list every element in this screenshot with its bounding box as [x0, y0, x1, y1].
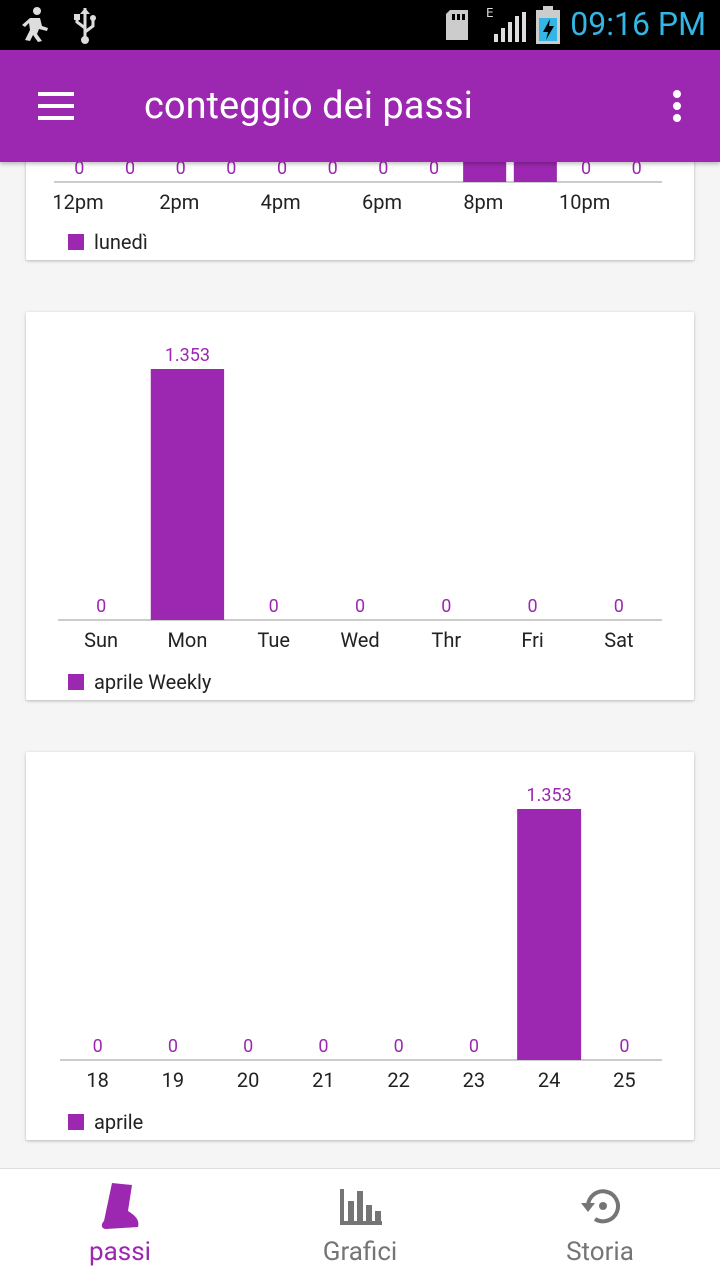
data-label: 0 [93, 1036, 103, 1057]
monthly-chart: 0 18 0 19 0 20 0 21 0 22 0 23 1.353 24 0 25 [60, 785, 662, 1092]
pedometer-notification-icon [22, 7, 48, 42]
nav-label: Grafici [322, 1237, 398, 1267]
status-bar: E 09:16 PM [0, 0, 720, 50]
data-label: 0 [441, 596, 451, 617]
data-label: 0 [632, 162, 642, 179]
tick-label: 24 [538, 1068, 560, 1092]
monthly-legend: aprile [68, 1110, 143, 1134]
tick-label: 25 [613, 1068, 635, 1092]
data-label: 0 [328, 162, 338, 179]
nav-item-storia[interactable]: Storia [480, 1169, 720, 1281]
bottom-navigation: passi Grafici Storia [0, 1168, 720, 1281]
data-label: 0 [269, 596, 279, 617]
tick-label: 23 [463, 1068, 485, 1092]
data-label: 0 [581, 162, 591, 179]
data-label: 0 [378, 162, 388, 179]
history-restore-icon [581, 1189, 620, 1224]
footprint-boot-icon [101, 1183, 139, 1229]
data-label: 0 [318, 1036, 328, 1057]
legend-swatch [68, 234, 84, 250]
tick-label: 4pm [261, 190, 301, 214]
data-label: 0 [528, 596, 538, 617]
legend-swatch [68, 674, 84, 690]
tick-label: 6pm [362, 190, 402, 214]
nav-item-grafici[interactable]: Grafici [240, 1169, 480, 1281]
data-label: 0 [429, 162, 439, 179]
usb-icon [74, 8, 96, 44]
battery-charging-icon [536, 6, 560, 44]
tick-label: Sat [604, 628, 633, 652]
legend-label: lunedì [94, 230, 148, 254]
signal-strength-icon [494, 12, 526, 42]
weekly-legend: aprile Weekly [68, 670, 211, 694]
data-label: 0 [355, 596, 365, 617]
tick-label: 20 [237, 1068, 259, 1092]
data-label: 1.353 [165, 345, 210, 366]
hourly-chart-card: 0 12pm 0 0 2pm 0 0 4pm 0 0 6pm 0 8pm 0 10pm 0 lunedì [26, 162, 694, 260]
tick-label: 12pm [52, 190, 103, 214]
legend-swatch [68, 1114, 84, 1130]
more-options-icon[interactable] [662, 84, 690, 128]
app-bar: conteggio dei passi [0, 50, 720, 162]
data-label: 0 [74, 162, 84, 179]
tick-label: 2pm [159, 190, 199, 214]
data-label: 0 [96, 596, 106, 617]
tick-label: 19 [162, 1068, 184, 1092]
bar [513, 162, 557, 182]
bar [150, 369, 225, 620]
nav-label: passi [89, 1237, 151, 1267]
bar [463, 162, 507, 182]
tick-label: 10pm [559, 190, 610, 214]
hourly-legend: lunedì [68, 230, 148, 254]
tick-label: 22 [387, 1068, 409, 1092]
tick-label: Tue [257, 628, 290, 652]
clock: 09:16 PM [570, 5, 706, 43]
tick-label: 21 [312, 1068, 334, 1092]
hourly-chart: 0 12pm 0 0 2pm 0 0 4pm 0 0 6pm 0 8pm 0 10pm 0 [52, 162, 662, 214]
network-type-label: E [486, 6, 494, 20]
data-label: 0 [619, 1036, 629, 1057]
data-label: 0 [243, 1036, 253, 1057]
data-label: 0 [125, 162, 135, 179]
tick-label: Mon [167, 628, 207, 652]
data-label: 0 [277, 162, 287, 179]
data-label: 0 [614, 596, 624, 617]
nav-label: Storia [566, 1237, 634, 1267]
data-label: 0 [176, 162, 186, 179]
bar [517, 809, 582, 1060]
tick-label: Fri [521, 628, 543, 652]
tick-label: 8pm [463, 190, 503, 214]
legend-label: aprile Weekly [94, 670, 212, 694]
legend-label: aprile [94, 1110, 144, 1134]
nav-item-passi[interactable]: passi [0, 1169, 240, 1281]
weekly-chart: 0 Sun 1.353 Mon 0 Tue 0 Wed 0 Thr 0 Fri 0 Sat [58, 345, 662, 652]
menu-icon[interactable] [30, 80, 82, 132]
tick-label: Wed [340, 628, 379, 652]
monthly-chart-card: 0 18 0 19 0 20 0 21 0 22 0 23 1.353 24 0 25 aprile [26, 752, 694, 1140]
data-label: 0 [469, 1036, 479, 1057]
sd-card-icon [446, 10, 468, 40]
data-label: 1.353 [527, 785, 572, 806]
bar-chart-icon [340, 1189, 382, 1225]
page-title: conteggio dei passi [144, 84, 473, 128]
data-label: 0 [168, 1036, 178, 1057]
tick-label: 18 [86, 1068, 108, 1092]
data-label: 0 [226, 162, 236, 179]
weekly-chart-card: 0 Sun 1.353 Mon 0 Tue 0 Wed 0 Thr 0 Fri 0 Sat aprile … [26, 312, 694, 700]
tick-label: Thr [431, 628, 461, 652]
tick-label: Sun [84, 628, 118, 652]
data-label: 0 [394, 1036, 404, 1057]
chart-list[interactable]: 0 12pm 0 0 2pm 0 0 4pm 0 0 6pm 0 8pm 0 10pm 0 lunedì 0 S… [0, 162, 720, 1168]
